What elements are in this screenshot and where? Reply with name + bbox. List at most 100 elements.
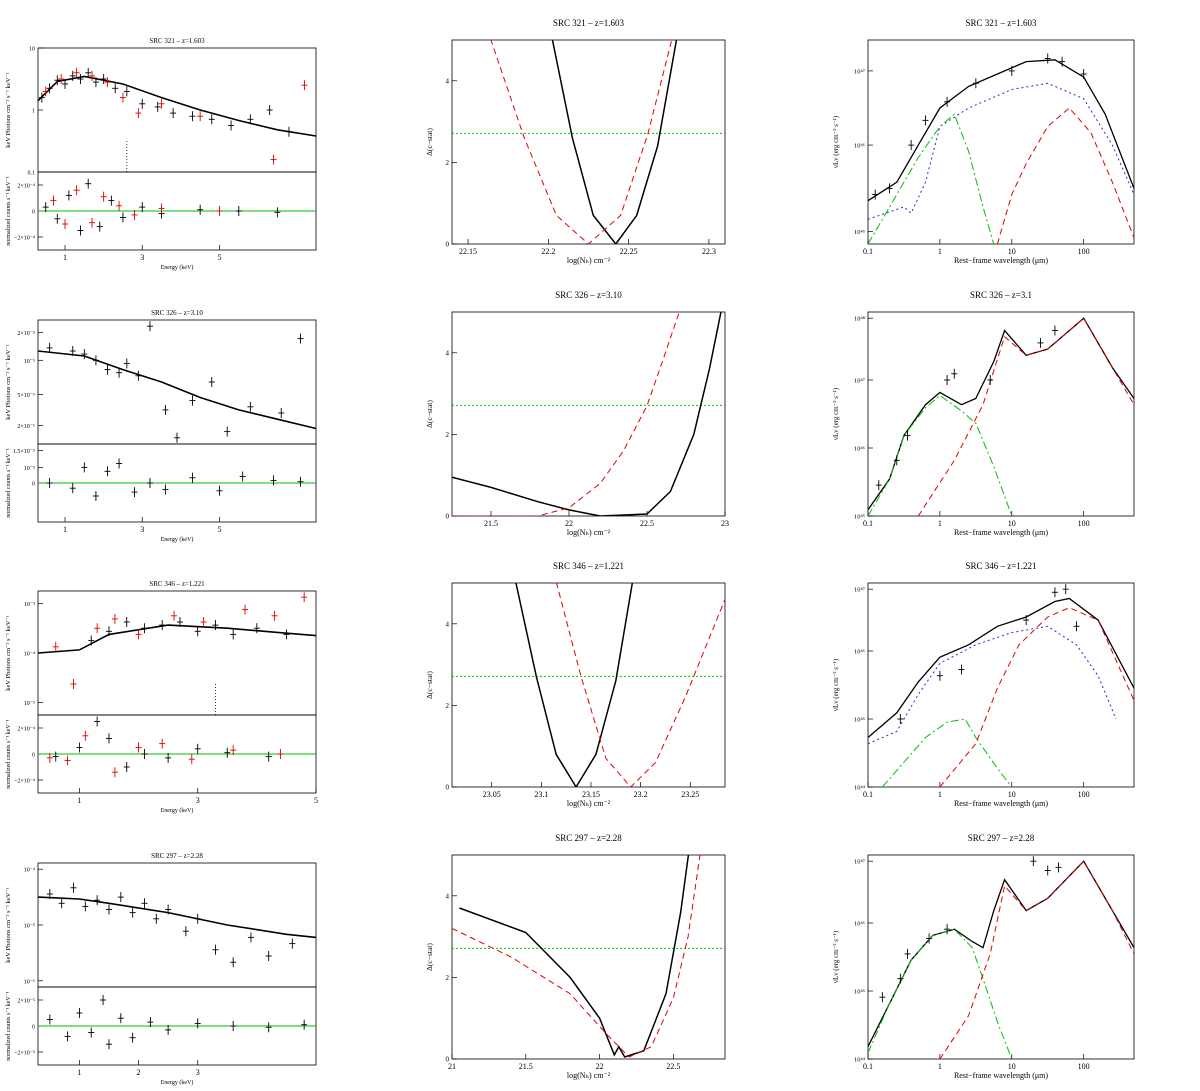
x-tick-label: 0.1 xyxy=(863,790,873,799)
x-tick-label: 1 xyxy=(938,519,942,528)
x-tick-label: 22.25 xyxy=(620,247,638,256)
y-tick-label: 10⁻³ xyxy=(24,602,35,608)
y-tick-label: −2×10⁻⁵ xyxy=(14,1051,35,1057)
sed-total xyxy=(868,317,1134,511)
x-tick-label: 2 xyxy=(137,1068,141,1077)
y-axis-label: νLν (erg cm⁻² s⁻¹) xyxy=(832,930,840,983)
sed-sf xyxy=(939,607,1134,787)
x-tick-label: 0.1 xyxy=(863,1062,873,1071)
spectrum-frame xyxy=(37,47,317,173)
y-axis-label-bottom: normalized counts s⁻¹ keV⁻¹ xyxy=(6,448,12,518)
chart-title: SRC 297 – z=2.28 xyxy=(555,833,622,843)
y-tick-label: 0 xyxy=(446,1056,450,1064)
plot-frame xyxy=(451,582,726,788)
y-tick-label: 10 xyxy=(29,47,35,53)
x-tick-label: 23.1 xyxy=(534,790,548,799)
x-tick-label: 0.1 xyxy=(863,519,873,528)
plot-frame xyxy=(451,311,726,517)
x-axis-label: Rest−frame wavelength (μm) xyxy=(954,1071,1048,1080)
y-tick-label: 5×10⁻⁶ xyxy=(17,393,35,399)
y-axis-label-bottom: normalized counts s⁻¹ keV⁻¹ xyxy=(6,176,12,246)
model-line xyxy=(37,350,317,430)
y-axis-label-top: keV Photons cm⁻² s⁻¹ keV⁻¹ xyxy=(5,615,12,691)
y-tick-label: 2 xyxy=(446,431,450,439)
y-tick-label: 10⁴⁵ xyxy=(854,514,865,521)
x-tick-label: 1 xyxy=(77,796,81,805)
plot-frame xyxy=(867,854,1135,1060)
y-axis-label: νLν (erg cm⁻² s⁻¹) xyxy=(832,387,840,440)
y-tick-label: 2 xyxy=(446,702,450,710)
curve-dashed xyxy=(452,312,680,516)
y-tick-label: 4 xyxy=(446,349,450,357)
sed-total xyxy=(868,59,1134,202)
x-tick-label: 23.05 xyxy=(483,790,501,799)
x-tick-label: 10 xyxy=(1008,519,1016,528)
y-tick-label: 0 xyxy=(32,1025,35,1031)
y-tick-label: 0 xyxy=(446,241,450,249)
y-tick-label: 10⁻⁴ xyxy=(24,868,35,874)
panel-r0_spec: SRC 321 – z=1.603 1 3 5 10 1 0.1 2×10⁻⁴ 0 −2×10⁻⁴… xyxy=(5,37,317,271)
y-tick-label: 1.5×10⁻⁵ xyxy=(13,449,35,455)
y-tick-label: 2×10⁻⁵ xyxy=(17,999,35,1005)
y-tick-label: 10⁴⁵ xyxy=(854,989,865,996)
chart-title: SRC 297 – z=2.28 xyxy=(968,833,1035,843)
y-axis-label: Δ(c−stat) xyxy=(425,128,434,156)
model-line xyxy=(37,75,317,137)
model-line xyxy=(37,896,317,939)
y-axis-label: Δ(c−stat) xyxy=(425,400,434,428)
plot-frame xyxy=(867,582,1135,788)
x-axis-label: Rest−frame wavelength (μm) xyxy=(954,528,1048,537)
y-axis-label: Δ(c−stat) xyxy=(425,671,434,699)
x-tick-label: 22.15 xyxy=(459,247,477,256)
y-axis-label: νLν (erg cm⁻² s⁻¹) xyxy=(832,115,840,168)
y-tick-label: 10⁻⁵ xyxy=(24,359,35,365)
sed-agn xyxy=(868,625,1117,745)
y-tick-label: 10⁴⁵ xyxy=(854,717,865,724)
y-tick-label: 4 xyxy=(446,892,450,900)
y-tick-label: 10⁴⁶ xyxy=(854,649,865,656)
sed-sf xyxy=(939,860,1134,1059)
x-axis-label: Energy (keV) xyxy=(161,264,194,271)
plot-frame xyxy=(867,311,1135,517)
x-tick-label: 10 xyxy=(1008,247,1016,256)
x-axis-label: log(Nₕ) cm⁻² xyxy=(567,1071,611,1080)
y-tick-label: 10⁻⁵ xyxy=(24,924,35,930)
plot-frame xyxy=(451,39,726,245)
y-tick-label: 2×10⁻⁶ xyxy=(17,424,35,430)
y-tick-label: 10⁴⁴ xyxy=(854,785,866,792)
panel-r3_chi: SRC 297 – z=2.28 21 21.5 22 22.5 0 2 4 log(Nₕ) c… xyxy=(425,833,726,1080)
x-tick-label: 100 xyxy=(1078,1062,1090,1071)
x-axis-label: Energy (keV) xyxy=(161,536,194,543)
x-tick-label: 23.15 xyxy=(582,790,600,799)
panel-r0_chi: SRC 321 – z=1.603 22.15 22.2 22.25 22.3 0 2 4 lo… xyxy=(425,18,726,265)
y-tick-label: 2×10⁻⁴ xyxy=(17,184,35,190)
y-tick-label: 2 xyxy=(446,974,450,982)
x-tick-label: 100 xyxy=(1078,519,1090,528)
y-tick-label: −2×10⁻⁴ xyxy=(14,779,35,785)
y-tick-label: 10⁴⁷ xyxy=(854,587,865,594)
y-tick-label: 10⁻⁴ xyxy=(24,652,35,658)
curve-solid xyxy=(551,40,678,244)
curve-dashed xyxy=(556,583,725,787)
x-tick-label: 100 xyxy=(1078,247,1090,256)
panel-r1_spec: SRC 326 – z=3.10 1 3 5 2×10⁻⁵ 10⁻⁵ 5×10⁻⁶ 2×10⁻… xyxy=(5,309,317,543)
chart-title: SRC 346 – z=1.221 xyxy=(149,580,205,588)
y-tick-label: 0 xyxy=(32,210,35,216)
panel-r1_sed: SRC 326 – z=3.1 0.1 1 10 100 10⁴⁵ 10⁴⁶ 10⁴⁷ 10⁴⁸… xyxy=(832,290,1135,537)
y-tick-label: 10⁴⁷ xyxy=(854,68,865,75)
chart-title: SRC 346 – z=1.221 xyxy=(965,561,1036,571)
y-tick-label: 10⁴⁸ xyxy=(854,316,866,323)
x-tick-label: 5 xyxy=(217,253,221,262)
chart-title: SRC 321 – z=1.603 xyxy=(965,18,1037,28)
sed-host xyxy=(882,718,1013,787)
sed-total xyxy=(868,597,1134,738)
chart-title: SRC 326 – z=3.1 xyxy=(970,290,1032,300)
x-tick-label: 3 xyxy=(140,525,144,534)
x-tick-label: 22.2 xyxy=(541,247,555,256)
y-tick-label: 10⁴⁴ xyxy=(854,1057,866,1064)
y-axis-label-bottom: normalized counts s⁻¹ keV⁻¹ xyxy=(6,719,12,789)
spectrum-frame xyxy=(37,862,317,988)
x-tick-label: 22.3 xyxy=(702,247,716,256)
y-tick-label: −2×10⁻⁴ xyxy=(14,236,35,242)
